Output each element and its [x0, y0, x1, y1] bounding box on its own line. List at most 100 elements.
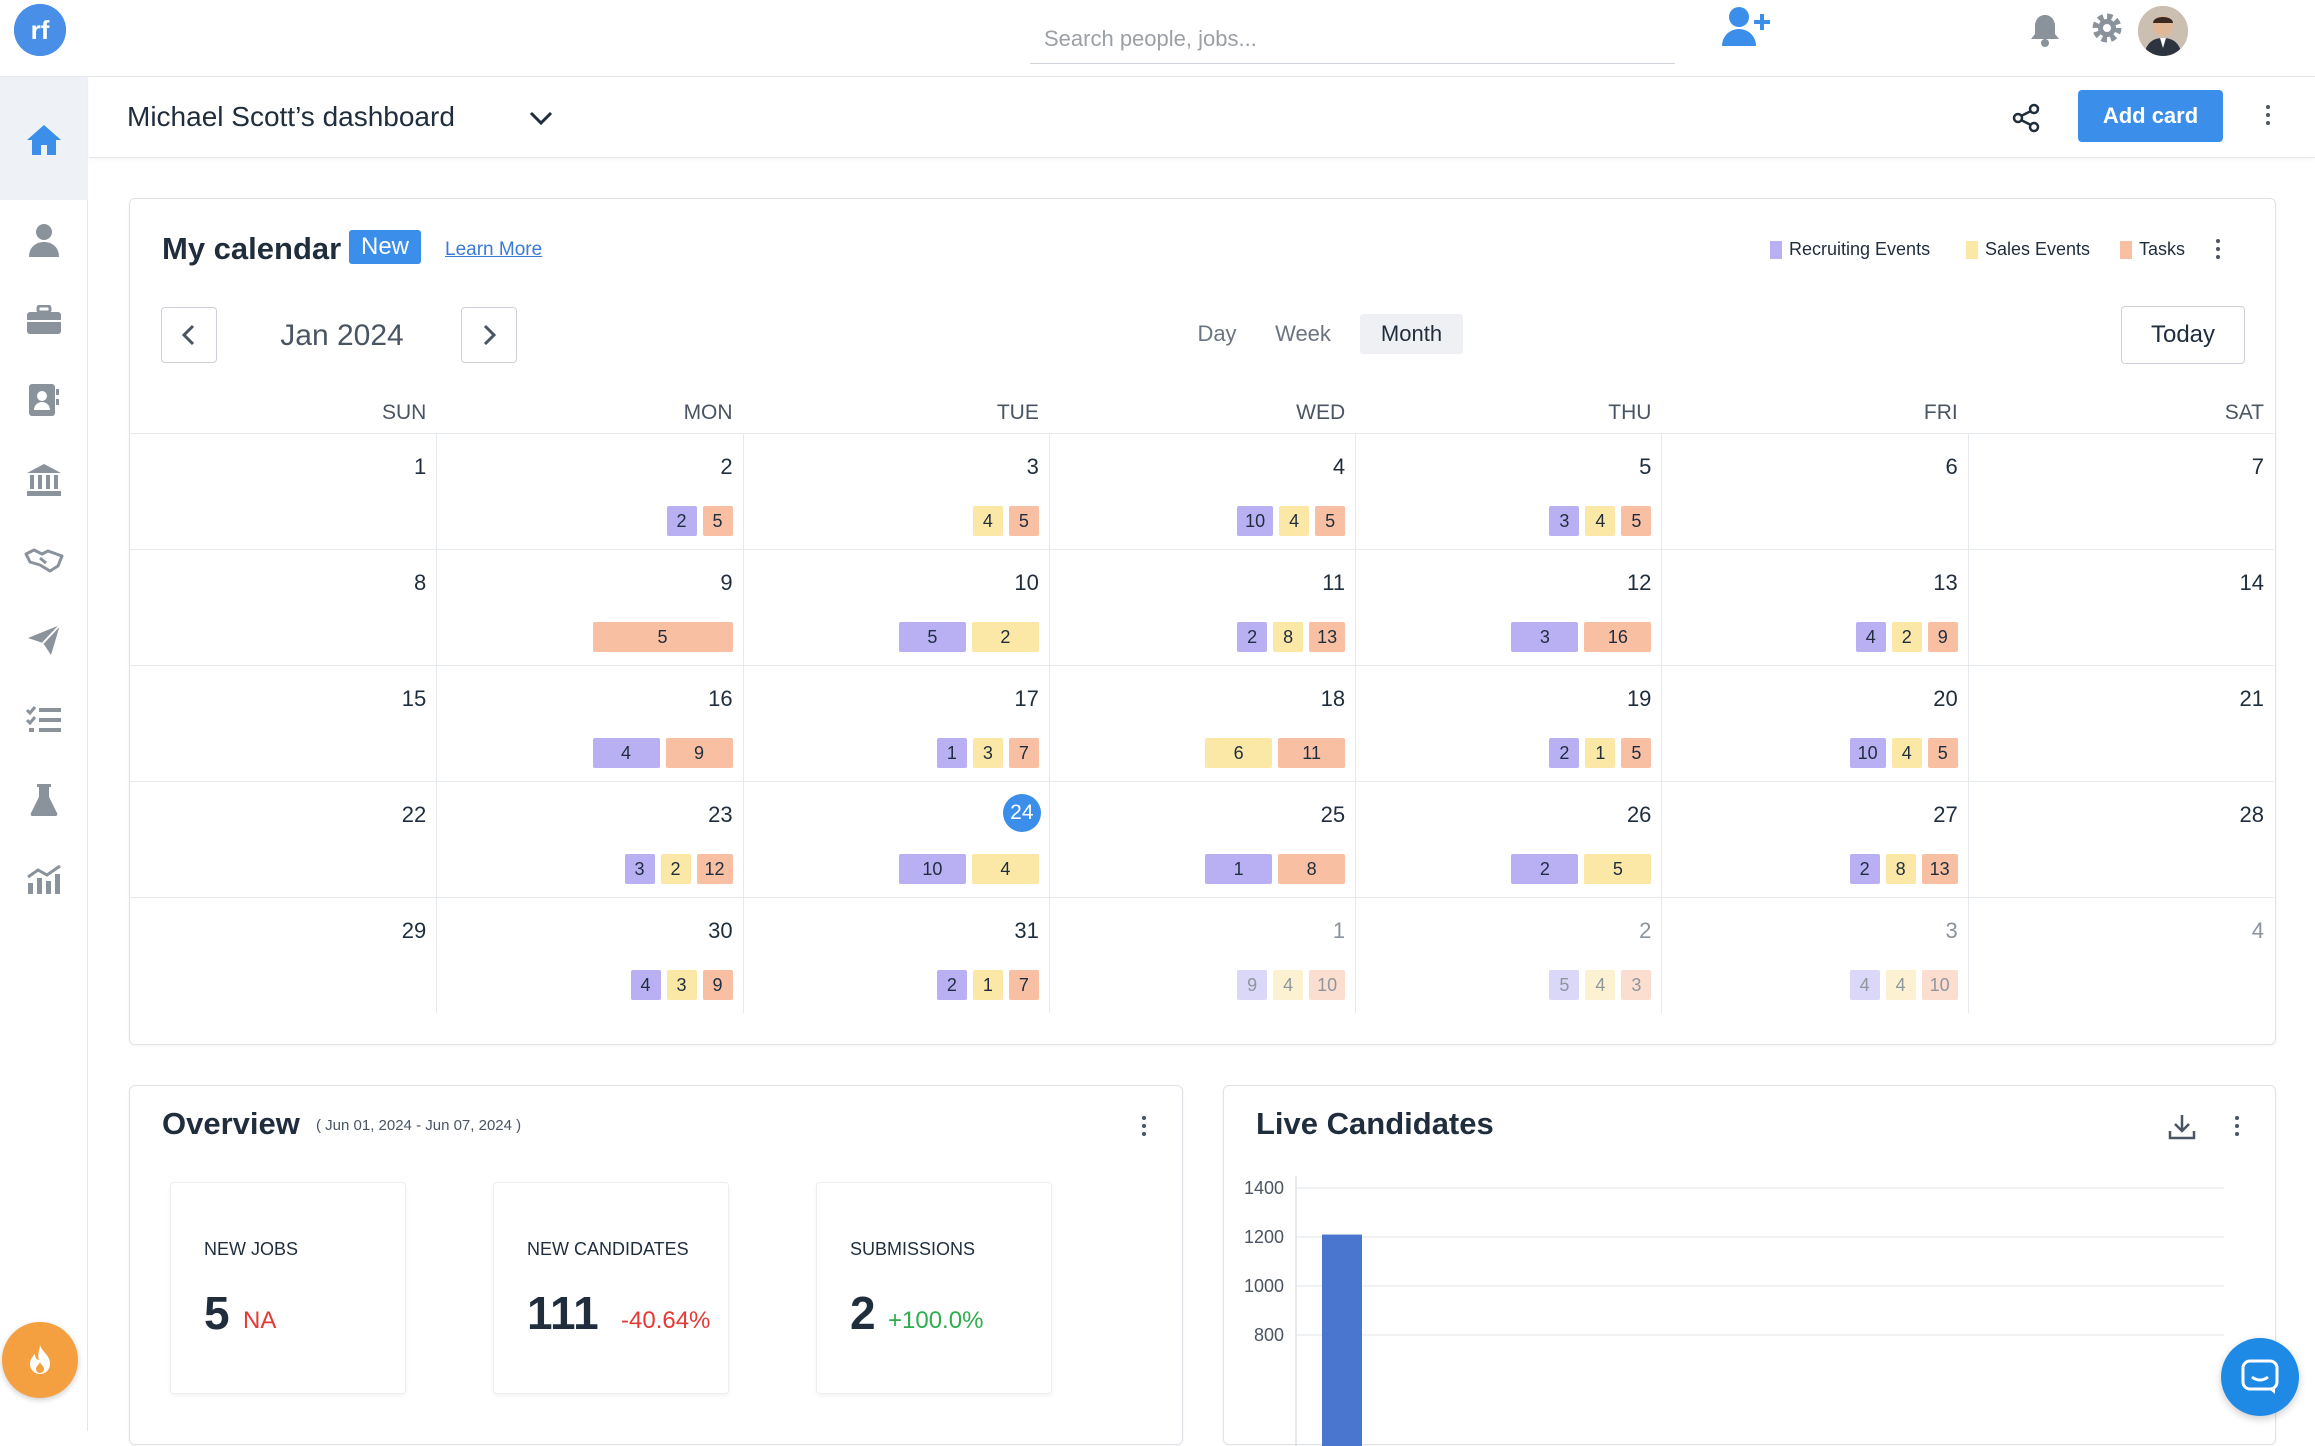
add-card-button[interactable]: Add card: [2078, 90, 2223, 142]
event-count-sales[interactable]: 4: [1585, 506, 1616, 536]
event-count-recruiting[interactable]: 4: [1855, 622, 1886, 652]
next-month-button[interactable]: [461, 307, 517, 363]
app-logo[interactable]: rf: [14, 4, 66, 56]
event-count-recruiting[interactable]: 9: [1237, 970, 1268, 1000]
stat-new-jobs[interactable]: NEW JOBS 5 NA: [170, 1182, 406, 1394]
sidebar-item-home[interactable]: [0, 80, 88, 200]
calendar-day[interactable]: 29: [130, 897, 437, 1013]
event-count-recruiting[interactable]: 3: [624, 854, 655, 884]
sidebar-item-analytics[interactable]: [0, 840, 88, 920]
event-count-tasks[interactable]: 10: [1309, 970, 1346, 1000]
event-count-recruiting[interactable]: 5: [898, 622, 966, 652]
sidebar-item-companies[interactable]: [0, 440, 88, 520]
calendar-day[interactable]: 6: [1661, 433, 1968, 549]
event-count-recruiting[interactable]: 4: [630, 970, 661, 1000]
add-user-icon[interactable]: [1718, 4, 1774, 48]
download-icon[interactable]: [2167, 1112, 2197, 1142]
event-count-sales[interactable]: 4: [1273, 970, 1304, 1000]
chevron-down-icon[interactable]: [526, 103, 556, 133]
event-count-tasks[interactable]: 5: [1315, 506, 1346, 536]
calendar-day[interactable]: 31 2 1 7: [742, 897, 1049, 1013]
today-button[interactable]: Today: [2121, 306, 2245, 364]
event-count-tasks[interactable]: 12: [696, 854, 733, 884]
event-count-tasks[interactable]: 5: [1621, 506, 1652, 536]
event-count-tasks[interactable]: 8: [1278, 854, 1346, 884]
calendar-day[interactable]: 4: [1967, 897, 2274, 1013]
event-count-recruiting[interactable]: 2: [1549, 738, 1580, 768]
calendar-day[interactable]: 30 4 3 9: [436, 897, 743, 1013]
event-count-recruiting[interactable]: 10: [1849, 738, 1886, 768]
calendar-day[interactable]: 7: [1967, 433, 2274, 549]
chart-bar[interactable]: [1322, 1234, 1362, 1446]
prev-month-button[interactable]: [161, 307, 217, 363]
sidebar-item-deals[interactable]: [0, 520, 88, 600]
sidebar-item-campaigns[interactable]: [0, 600, 88, 680]
calendar-day[interactable]: 12 3 16: [1355, 549, 1662, 665]
event-count-recruiting[interactable]: 10: [1237, 506, 1274, 536]
event-count-sales[interactable]: 3: [666, 970, 697, 1000]
event-count-tasks[interactable]: 7: [1008, 970, 1039, 1000]
event-count-tasks[interactable]: 5: [1008, 506, 1039, 536]
learn-more-link[interactable]: Learn More: [445, 239, 543, 260]
calendar-day[interactable]: 18 6 11: [1048, 665, 1356, 781]
event-count-sales[interactable]: 1: [972, 970, 1003, 1000]
calendar-day[interactable]: 13 4 2 9: [1661, 549, 1968, 665]
chat-support-button[interactable]: [2221, 1338, 2299, 1416]
event-count-tasks[interactable]: 3: [1621, 970, 1652, 1000]
calendar-day[interactable]: 16 4 9: [436, 665, 743, 781]
stat-new-candidates[interactable]: NEW CANDIDATES 111 -40.64%: [493, 1182, 729, 1394]
event-count-tasks[interactable]: 10: [1921, 970, 1958, 1000]
event-count-recruiting[interactable]: 3: [1549, 506, 1580, 536]
event-count-tasks[interactable]: 9: [665, 738, 733, 768]
event-count-tasks[interactable]: 9: [1927, 622, 1958, 652]
calendar-day[interactable]: 24 10 4: [742, 781, 1049, 897]
calendar-day[interactable]: 19 2 1 5: [1355, 665, 1662, 781]
event-count-recruiting[interactable]: 5: [1549, 970, 1580, 1000]
view-week-button[interactable]: Week: [1275, 321, 1331, 346]
calendar-options-icon[interactable]: [2216, 239, 2220, 259]
event-count-tasks[interactable]: 5: [592, 622, 733, 652]
calendar-day[interactable]: 17 1 3 7: [742, 665, 1049, 781]
calendar-day[interactable]: 11 2 8 13: [1048, 549, 1356, 665]
sidebar-item-jobs[interactable]: [0, 280, 88, 360]
event-count-tasks[interactable]: 13: [1921, 854, 1958, 884]
event-count-sales[interactable]: 8: [1885, 854, 1916, 884]
share-icon[interactable]: [2011, 103, 2041, 133]
event-count-sales[interactable]: 6: [1205, 738, 1273, 768]
event-count-recruiting[interactable]: 4: [592, 738, 660, 768]
calendar-day[interactable]: 1 9 4 10: [1048, 897, 1356, 1013]
stat-submissions[interactable]: SUBMISSIONS 2 +100.0%: [816, 1182, 1052, 1394]
user-avatar[interactable]: [2138, 6, 2188, 56]
calendar-day[interactable]: 25 1 8: [1048, 781, 1356, 897]
event-count-sales[interactable]: 1: [1585, 738, 1616, 768]
event-count-tasks[interactable]: 9: [702, 970, 733, 1000]
event-count-tasks[interactable]: 13: [1309, 622, 1346, 652]
event-count-recruiting[interactable]: 3: [1511, 622, 1579, 652]
event-count-sales[interactable]: 8: [1273, 622, 1304, 652]
event-count-tasks[interactable]: 5: [1621, 738, 1652, 768]
calendar-day[interactable]: 21: [1967, 665, 2274, 781]
event-count-sales[interactable]: 4: [1891, 738, 1922, 768]
event-count-recruiting[interactable]: 2: [1849, 854, 1880, 884]
bell-icon[interactable]: [2028, 12, 2062, 48]
view-day-button[interactable]: Day: [1197, 321, 1237, 346]
event-count-sales[interactable]: 4: [972, 506, 1003, 536]
event-count-sales[interactable]: 4: [1885, 970, 1916, 1000]
calendar-day[interactable]: 27 2 8 13: [1661, 781, 1968, 897]
calendar-day[interactable]: 10 5 2: [742, 549, 1049, 665]
event-count-recruiting[interactable]: 2: [666, 506, 697, 536]
calendar-day[interactable]: 4 10 4 5: [1048, 433, 1356, 549]
calendar-day[interactable]: 26 2 5: [1355, 781, 1662, 897]
calendar-day[interactable]: 20 10 4 5: [1661, 665, 1968, 781]
event-count-tasks[interactable]: 16: [1584, 622, 1652, 652]
event-count-sales[interactable]: 2: [1891, 622, 1922, 652]
event-count-tasks[interactable]: 7: [1008, 738, 1039, 768]
event-count-sales[interactable]: 2: [971, 622, 1039, 652]
sidebar-item-tasks[interactable]: [0, 680, 88, 760]
event-count-sales[interactable]: 4: [1279, 506, 1310, 536]
event-count-sales[interactable]: 4: [971, 854, 1039, 884]
calendar-day[interactable]: 23 3 2 12: [436, 781, 743, 897]
event-count-recruiting[interactable]: 4: [1849, 970, 1880, 1000]
